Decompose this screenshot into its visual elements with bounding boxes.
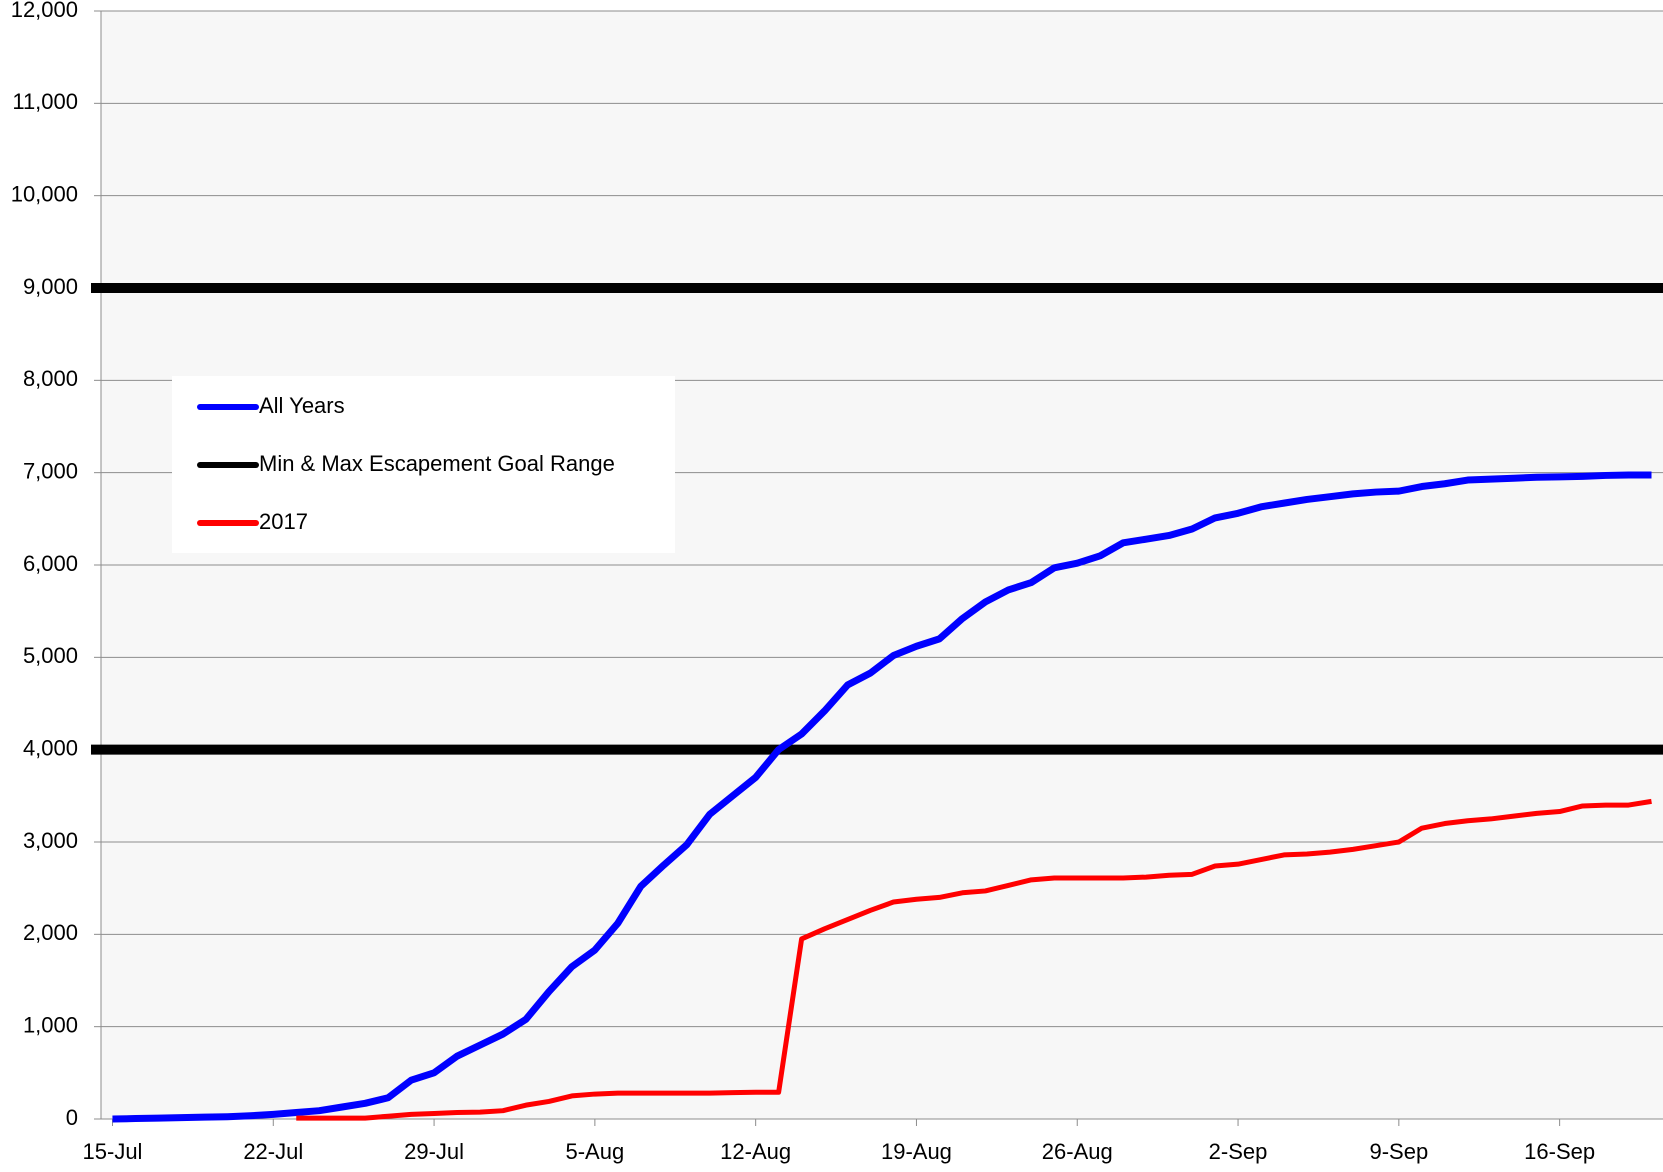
y-tick-label: 6,000 <box>23 551 78 576</box>
y-tick-label: 11,000 <box>12 89 78 114</box>
x-tick-label: 9-Sep <box>1369 1139 1428 1164</box>
x-tick-label: 26-Aug <box>1042 1139 1113 1164</box>
x-tick-label: 2-Sep <box>1209 1139 1268 1164</box>
x-tick-label: 12-Aug <box>720 1139 791 1164</box>
x-tick-label: 22-Jul <box>243 1139 303 1164</box>
y-tick-label: 2,000 <box>23 920 78 945</box>
y-tick-label: 8,000 <box>23 366 78 391</box>
x-tick-label: 16-Sep <box>1524 1139 1595 1164</box>
y-tick-label: 1,000 <box>23 1012 78 1037</box>
x-tick-label: 5-Aug <box>566 1139 625 1164</box>
y-tick-label: 10,000 <box>11 181 78 206</box>
x-tick-label: 15-Jul <box>83 1139 143 1164</box>
y-tick-label: 5,000 <box>23 643 78 668</box>
series-line <box>112 471 1652 1123</box>
y-tick-label: 12,000 <box>11 0 78 22</box>
legend-label: All Years <box>259 393 345 418</box>
series-line <box>296 798 1652 1121</box>
y-tick-label: 3,000 <box>23 828 78 853</box>
legend-label: Min & Max Escapement Goal Range <box>259 451 615 476</box>
legend-label: 2017 <box>259 509 308 534</box>
y-tick-label: 0 <box>66 1105 78 1130</box>
x-tick-label: 29-Jul <box>404 1139 464 1164</box>
y-tick-label: 7,000 <box>23 458 78 483</box>
y-tick-label: 4,000 <box>23 735 78 760</box>
y-tick-label: 9,000 <box>23 274 78 299</box>
x-tick-label: 19-Aug <box>881 1139 952 1164</box>
